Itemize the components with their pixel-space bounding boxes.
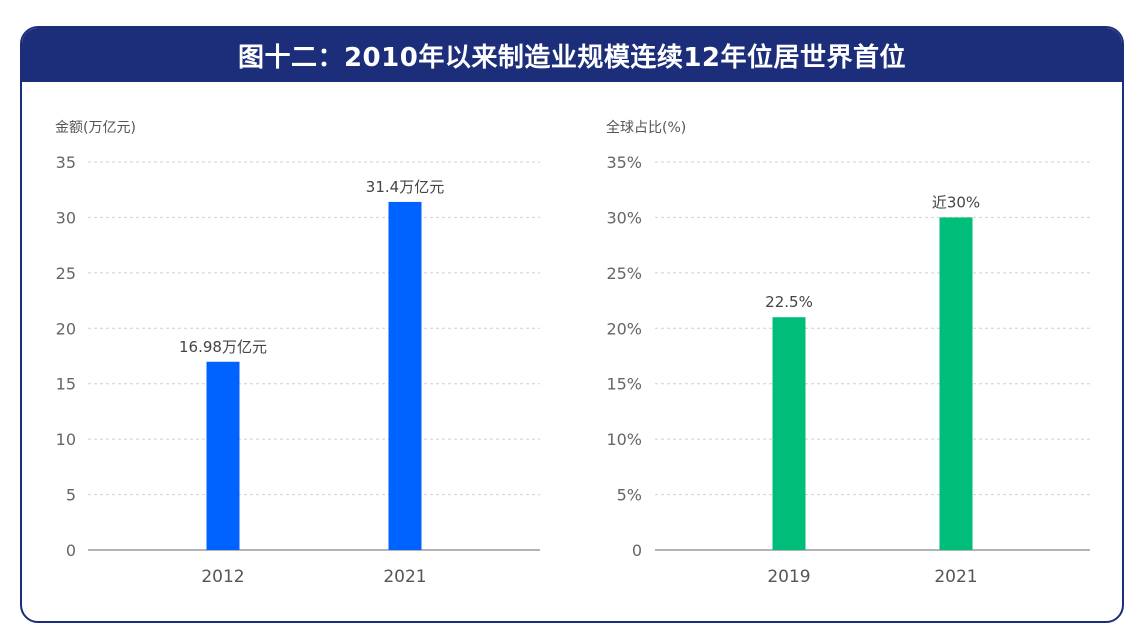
x-tick-label: 2021 <box>383 567 426 587</box>
y-tick-label: 25% <box>606 264 642 283</box>
y-tick-label: 15 <box>56 375 76 394</box>
y-tick-label: 5 <box>66 486 76 505</box>
x-tick-label: 2012 <box>201 567 244 587</box>
chart-title: 图十二：2010年以来制造业规模连续12年位居世界首位 <box>237 42 907 73</box>
y-axis-label: 全球占比(%) <box>606 119 686 136</box>
y-tick-label: 30 <box>56 208 76 227</box>
data-label: 16.98万亿元 <box>179 338 267 356</box>
y-tick-label: 10% <box>606 430 642 449</box>
y-tick-label: 25 <box>56 264 76 283</box>
y-tick-label: 30% <box>606 208 642 227</box>
y-tick-label: 20 <box>56 319 76 338</box>
y-tick-label: 0 <box>66 541 76 560</box>
y-tick-label: 35% <box>606 153 642 172</box>
x-tick-label: 2021 <box>934 567 977 587</box>
y-tick-label: 15% <box>606 375 642 394</box>
data-label: 22.5% <box>765 293 813 311</box>
bar-2021 <box>388 201 422 550</box>
y-tick-label: 5% <box>617 486 642 505</box>
y-tick-label: 10 <box>56 430 76 449</box>
bar-2019 <box>772 317 806 550</box>
bar-2012 <box>206 361 240 550</box>
y-tick-label: 35 <box>56 153 76 172</box>
data-label: 31.4万亿元 <box>366 178 444 196</box>
y-tick-label: 20% <box>606 319 642 338</box>
data-label: 近30% <box>932 193 980 211</box>
x-tick-label: 2019 <box>767 567 810 587</box>
title-bar: 图十二：2010年以来制造业规模连续12年位居世界首位 <box>22 28 1122 82</box>
y-axis-label: 金额(万亿元) <box>55 120 136 136</box>
y-tick-label: 0 <box>632 541 642 560</box>
bar-2021 <box>939 217 973 550</box>
